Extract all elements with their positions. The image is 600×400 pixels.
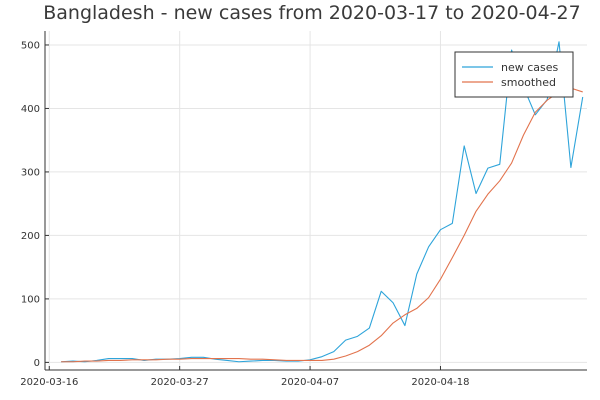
- grid: [45, 31, 587, 370]
- series: [61, 41, 584, 363]
- x-tick-label: 2020-04-18: [411, 377, 469, 388]
- axes: 0 100 200 300 400 500 2020-03-16 2020-03-27 2020…: [20, 31, 587, 388]
- chart-title: Bangladesh - new cases from 2020-03-17 t…: [43, 2, 581, 24]
- y-tick-label: 400: [21, 104, 40, 115]
- y-tick-label: 0: [34, 358, 40, 369]
- legend: new cases smoothed: [454, 51, 574, 98]
- y-tick-label: 300: [21, 167, 40, 178]
- legend-label-new-cases: new cases: [501, 61, 559, 74]
- legend-box: [454, 51, 574, 98]
- y-tick-label: 100: [21, 294, 40, 305]
- series-line-smoothed: [61, 87, 583, 363]
- x-tick-label: 2020-04-07: [281, 377, 339, 388]
- y-tick-label: 200: [21, 231, 40, 242]
- x-tick-label: 2020-03-27: [151, 377, 209, 388]
- legend-label-smoothed: smoothed: [501, 76, 556, 89]
- y-tick-label: 500: [21, 40, 40, 51]
- x-tick-label: 2020-03-16: [20, 377, 78, 388]
